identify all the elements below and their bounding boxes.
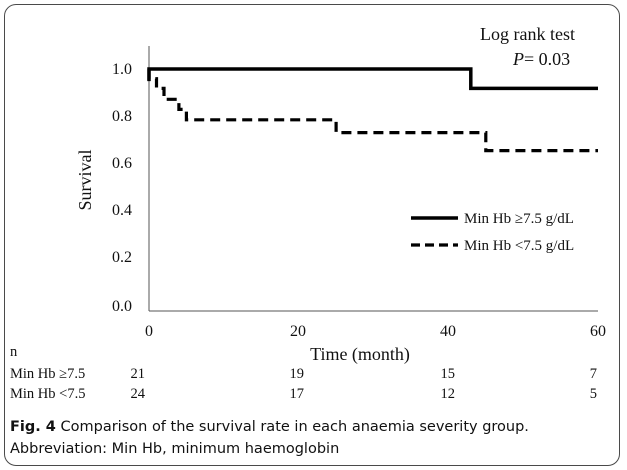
risk-cell: 17 xyxy=(290,386,305,402)
figure-caption: Fig. 4 Comparison of the survival rate i… xyxy=(10,416,616,460)
figure-frame xyxy=(4,4,620,466)
y-tick-label: 0.8 xyxy=(112,108,132,125)
caption-text: Comparison of the survival rate in each … xyxy=(55,419,529,435)
y-tick-label: 0.0 xyxy=(112,298,132,315)
y-tick-label: 0.6 xyxy=(112,155,132,172)
risk-cell: 12 xyxy=(441,386,456,402)
risk-cell: 15 xyxy=(441,366,456,382)
series-line-min-hb-low xyxy=(147,69,598,153)
risk-table-header: n xyxy=(10,344,18,360)
x-axis-title: Time (month) xyxy=(310,344,410,365)
risk-table: n Min Hb ≥7.5 21 19 15 7 Min Hb <7.5 24 … xyxy=(10,344,597,402)
risk-row-label: Min Hb <7.5 xyxy=(10,386,85,402)
log-rank-label: Log rank test xyxy=(480,24,575,44)
x-tick-label: 60 xyxy=(590,323,606,340)
y-tick-label: 0.4 xyxy=(112,202,132,219)
series-line-min-hb-high xyxy=(147,67,598,91)
x-tick-label: 40 xyxy=(440,323,456,340)
figure-number: Fig. 4 xyxy=(10,419,56,435)
risk-cell: 24 xyxy=(131,386,146,402)
survival-chart: Log rank test P= 0.03 Survival 1.0 0.8 0… xyxy=(10,24,606,402)
risk-cell: 19 xyxy=(290,366,305,382)
p-value-label: P= 0.03 xyxy=(512,49,570,69)
x-tick-label: 0 xyxy=(145,323,153,340)
caption-abbreviation: Abbreviation: Min Hb, minimum haemoglobi… xyxy=(10,441,340,457)
x-tick-label: 20 xyxy=(290,323,306,340)
y-axis-title: Survival xyxy=(75,150,95,211)
risk-cell: 5 xyxy=(590,386,597,402)
legend: Min Hb ≥7.5 g/dL Min Hb <7.5 g/dL xyxy=(411,211,574,254)
legend-label: Min Hb ≥7.5 g/dL xyxy=(464,211,574,227)
risk-cell: 21 xyxy=(131,366,146,382)
legend-label: Min Hb <7.5 g/dL xyxy=(464,238,574,254)
y-tick-label: 1.0 xyxy=(112,61,132,78)
y-tick-label: 0.2 xyxy=(112,249,132,266)
risk-cell: 7 xyxy=(590,366,597,382)
risk-row-label: Min Hb ≥7.5 xyxy=(10,366,85,382)
